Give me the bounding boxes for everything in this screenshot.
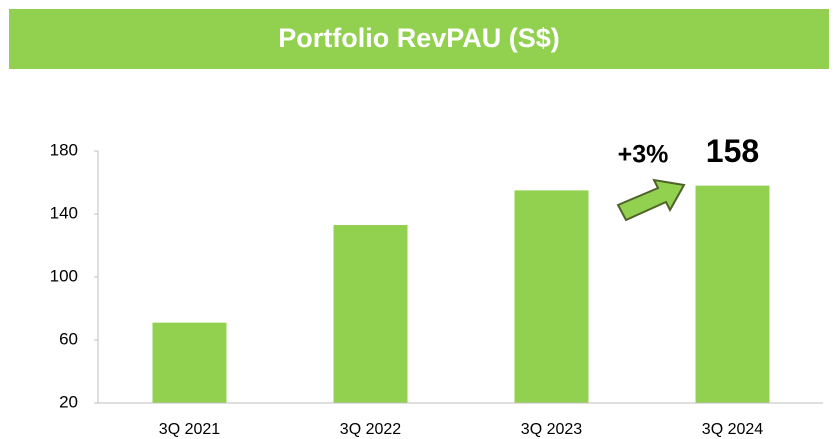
bar xyxy=(333,225,408,403)
growth-arrow xyxy=(616,178,686,222)
chart-title: Portfolio RevPAU (S$) xyxy=(278,23,560,53)
annotation: +3% xyxy=(618,141,669,169)
data-label: 158 xyxy=(706,133,759,169)
x-tick-label: 3Q 2024 xyxy=(702,421,763,438)
y-tick-label: 60 xyxy=(59,329,78,348)
y-tick-label: 140 xyxy=(50,203,78,222)
bar xyxy=(514,190,589,403)
x-tick-label: 3Q 2022 xyxy=(340,421,401,438)
y-tick-label: 100 xyxy=(50,266,78,285)
y-tick-label: 180 xyxy=(50,140,78,159)
bar xyxy=(152,322,227,403)
y-tick-label: 20 xyxy=(59,392,78,411)
bar xyxy=(695,185,770,403)
x-tick-label: 3Q 2023 xyxy=(521,421,582,438)
x-tick-label: 3Q 2021 xyxy=(159,421,220,438)
title-banner xyxy=(9,9,829,69)
